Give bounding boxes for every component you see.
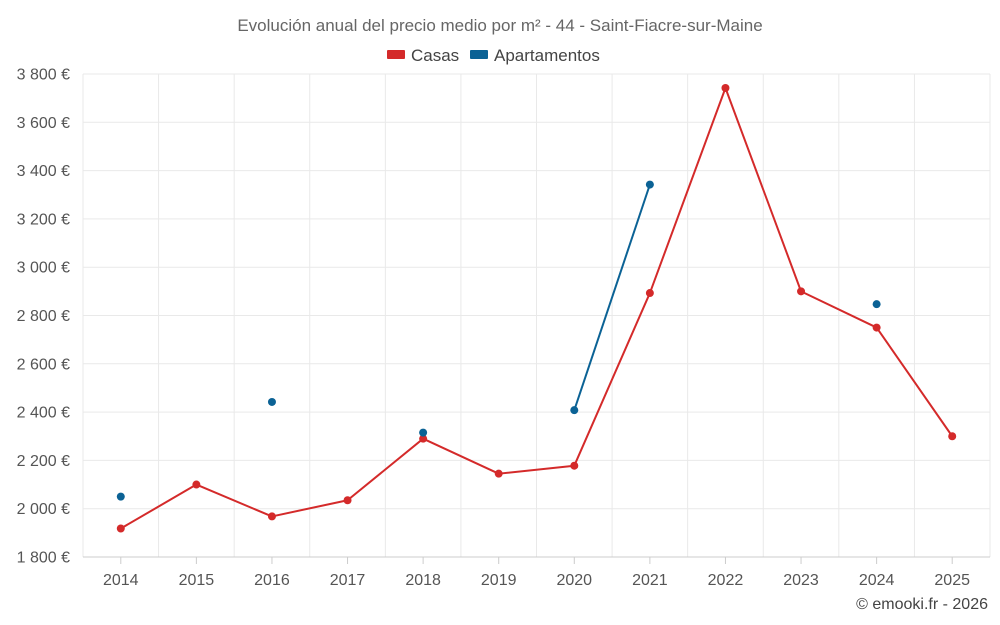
y-tick-label: 2 800 € (17, 308, 70, 325)
chart-title: Evolución anual del precio medio por m² … (237, 16, 762, 35)
legend-item-casas[interactable]: Casas (387, 46, 459, 65)
legend-swatch-apartamentos (470, 50, 488, 59)
data-point-apartamentos-2018[interactable] (419, 428, 428, 437)
data-point-casas-2022[interactable] (721, 84, 730, 93)
y-tick-label: 3 200 € (17, 211, 70, 228)
data-point-casas-2025[interactable] (948, 432, 957, 441)
x-tick-label: 2016 (254, 572, 290, 589)
x-tick-label: 2021 (632, 572, 668, 589)
axes: 1 800 € 2 000 € 2 200 € 2 400 € 2 600 € 2 800… (17, 67, 990, 589)
x-tick-label: 2024 (859, 572, 895, 589)
data-point-apartamentos-2014[interactable] (116, 492, 125, 501)
y-tick-label: 2 400 € (17, 405, 70, 422)
x-tick-label: 2014 (103, 572, 139, 589)
x-tick-label: 2017 (330, 572, 366, 589)
credit-text: © emooki.fr - 2026 (856, 596, 988, 613)
series (116, 84, 957, 533)
y-tick-label: 3 800 € (17, 67, 70, 84)
y-tick-label: 3 400 € (17, 163, 70, 180)
data-point-casas-2017[interactable] (343, 496, 352, 505)
data-point-casas-2014[interactable] (116, 524, 125, 533)
legend-label-apartamentos: Apartamentos (494, 46, 600, 65)
data-point-casas-2016[interactable] (267, 512, 276, 521)
x-tick-label: 2020 (556, 572, 592, 589)
data-point-casas-2024[interactable] (872, 323, 881, 332)
data-point-casas-2018[interactable] (419, 434, 428, 443)
data-point-casas-2019[interactable] (494, 469, 503, 478)
x-tick-label: 2022 (708, 572, 744, 589)
x-tick-label: 2018 (405, 572, 441, 589)
data-point-casas-2023[interactable] (797, 287, 806, 296)
data-point-apartamentos-2024[interactable] (872, 300, 881, 309)
series-line-casas (120, 87, 954, 530)
legend-item-apartamentos[interactable]: Apartamentos (470, 46, 600, 65)
series-line-apartamentos (573, 184, 651, 411)
legend: Casas Apartamentos (387, 46, 600, 65)
data-point-apartamentos-2020[interactable] (570, 406, 579, 415)
y-tick-label: 2 000 € (17, 501, 70, 518)
legend-label-casas: Casas (411, 46, 459, 65)
y-tick-label: 3 000 € (17, 260, 70, 277)
x-tick-label: 2015 (179, 572, 215, 589)
grid (82, 73, 991, 558)
data-point-casas-2021[interactable] (645, 289, 654, 298)
y-tick-label: 1 800 € (17, 550, 70, 567)
y-tick-label: 3 600 € (17, 115, 70, 132)
data-point-casas-2020[interactable] (570, 461, 579, 470)
x-tick-label: 2019 (481, 572, 517, 589)
legend-swatch-casas (387, 50, 405, 59)
data-point-apartamentos-2021[interactable] (645, 180, 654, 189)
x-tick-label: 2023 (783, 572, 819, 589)
data-point-casas-2015[interactable] (192, 480, 201, 489)
x-tick-label: 2025 (934, 572, 970, 589)
y-tick-label: 2 600 € (17, 356, 70, 373)
data-point-apartamentos-2016[interactable] (267, 397, 276, 406)
y-tick-label: 2 200 € (17, 453, 70, 470)
